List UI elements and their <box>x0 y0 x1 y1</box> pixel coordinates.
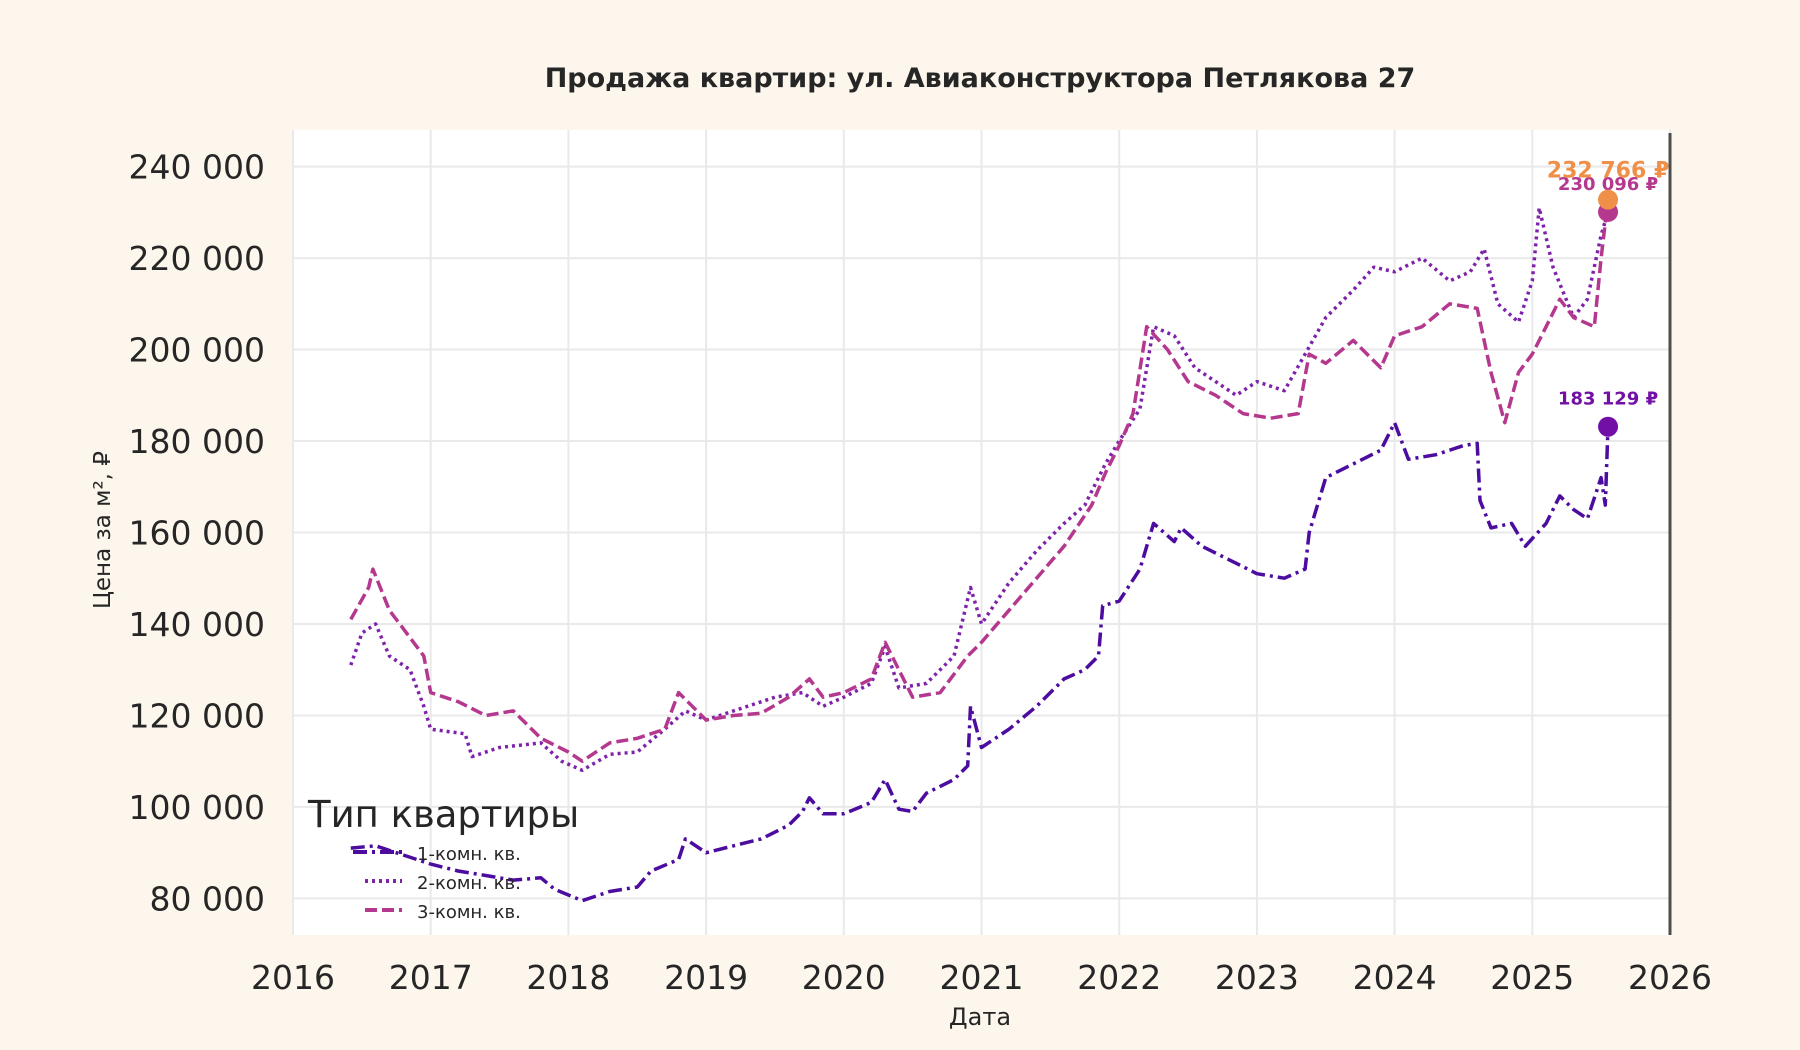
x-tick-label: 2019 <box>664 958 748 997</box>
chart-title: Продажа квартир: ул. Авиаконструктора Пе… <box>545 63 1416 94</box>
end-marker-label-1: 183 129 ₽ <box>1558 389 1658 410</box>
y-tick-label: 180 000 <box>129 422 265 461</box>
y-tick-label: 240 000 <box>129 148 265 187</box>
legend-item-2: 2-комн. кв. <box>365 873 521 894</box>
end-marker-3 <box>1598 189 1619 210</box>
x-tick-label: 2023 <box>1215 958 1299 997</box>
end-marker-1 <box>1598 416 1619 437</box>
end-marker-label-2: 230 096 ₽ <box>1558 174 1658 195</box>
legend: Тип квартиры 1-комн. кв. 2-комн. кв. 3-к… <box>307 793 579 923</box>
end-marker-label-3: 232 766 ₽ <box>1547 159 1669 184</box>
y-tick-label: 100 000 <box>129 788 265 827</box>
x-tick-label: 2026 <box>1628 958 1712 997</box>
legend-item-1: 1-комн. кв. <box>353 844 521 865</box>
x-tick-label: 2017 <box>389 958 473 997</box>
y-tick-label: 160 000 <box>129 514 265 553</box>
legend-title: Тип квартиры <box>307 793 579 836</box>
end-markers: 183 129 ₽ 230 096 ₽232 766 ₽ <box>1547 159 1669 437</box>
series-line-1 <box>350 420 1610 903</box>
legend-item-3: 3-комн. кв. <box>365 902 521 923</box>
x-tick-label: 2020 <box>802 958 886 997</box>
y-tick-label: 200 000 <box>129 331 265 370</box>
y-tick-label: 120 000 <box>129 696 265 735</box>
series-line-3 <box>349 199 1610 763</box>
tick-labels: 2016 2017 2018 2019 2020 2021 2022 2023 2024 2025… <box>129 148 1712 997</box>
x-axis-label: Дата <box>949 1003 1011 1031</box>
legend-label-2: 2-комн. кв. <box>417 873 521 894</box>
y-tick-label: 140 000 <box>129 605 265 644</box>
x-tick-label: 2022 <box>1077 958 1161 997</box>
series-layer <box>349 199 1610 903</box>
y-tick-label: 80 000 <box>150 879 265 918</box>
legend-label-1: 1-комн. кв. <box>417 844 521 865</box>
x-tick-label: 2016 <box>251 958 335 997</box>
x-tick-label: 2024 <box>1353 958 1437 997</box>
y-tick-label: 220 000 <box>129 239 265 278</box>
x-tick-label: 2025 <box>1490 958 1574 997</box>
x-tick-label: 2018 <box>526 958 610 997</box>
x-tick-label: 2021 <box>940 958 1024 997</box>
y-axis-label: Цена за м², ₽ <box>90 451 116 609</box>
legend-label-3: 3-комн. кв. <box>417 902 521 923</box>
